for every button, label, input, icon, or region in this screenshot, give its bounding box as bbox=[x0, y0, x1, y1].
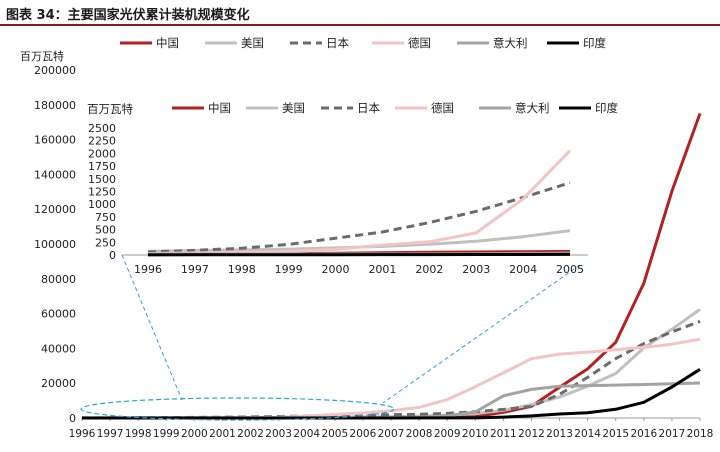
inset-y-tick-label: 2500 bbox=[88, 122, 116, 135]
inset-x-tick-label: 1999 bbox=[275, 263, 303, 276]
main-y-tick-label: 180000 bbox=[34, 99, 76, 112]
inset-y-tick-label: 0 bbox=[109, 249, 116, 262]
main-y-tick-label: 20000 bbox=[41, 377, 76, 390]
main-series-line bbox=[82, 381, 701, 420]
inset-legend-label: 日本 bbox=[357, 101, 380, 115]
inset-series-line bbox=[147, 181, 571, 254]
inset-legend-item: 美国 bbox=[246, 101, 305, 115]
main-legend-label: 日本 bbox=[326, 36, 349, 50]
inset-x-tick-label: 2004 bbox=[509, 263, 537, 276]
inset-y-tick-label: 2250 bbox=[88, 135, 116, 148]
inset-legend-item: 意大利 bbox=[479, 101, 550, 115]
inset-y-tick-label: 500 bbox=[95, 224, 116, 237]
main-x-tick-label: 2005 bbox=[321, 428, 348, 440]
main-x-tick-label: 2002 bbox=[237, 428, 264, 440]
main-legend-item: 日本 bbox=[290, 36, 349, 50]
inset-legend-label: 印度 bbox=[595, 101, 618, 115]
main-x-tick-label: 2016 bbox=[630, 428, 657, 440]
inset-x-tick-label: 1997 bbox=[181, 263, 209, 276]
inset-legend-item: 印度 bbox=[559, 101, 618, 115]
inset-y-axis-label: 百万瓦特 bbox=[87, 102, 133, 116]
main-y-tick-label: 140000 bbox=[34, 168, 76, 181]
main-y-tick-label: 40000 bbox=[41, 342, 76, 355]
main-x-tick-label: 1998 bbox=[125, 428, 152, 440]
inset-y-tick-label: 1250 bbox=[88, 186, 116, 199]
inset-legend-label: 意大利 bbox=[515, 101, 550, 115]
main-legend-item: 美国 bbox=[205, 36, 264, 50]
main-series-line bbox=[82, 368, 701, 420]
main-x-tick-label: 2004 bbox=[293, 428, 320, 440]
inset-x-tick-label: 2000 bbox=[322, 263, 350, 276]
main-x-tick-label: 2014 bbox=[574, 428, 601, 440]
inset-legend-item: 德国 bbox=[395, 101, 454, 115]
main-y-tick-label: 160000 bbox=[34, 134, 76, 147]
inset-legend-item: 日本 bbox=[321, 101, 380, 115]
main-x-tick-label: 2010 bbox=[462, 428, 489, 440]
inset-legend-item: 中国 bbox=[172, 101, 231, 115]
zoom-connector-left bbox=[121, 254, 183, 401]
inset-x-tick-label: 2003 bbox=[462, 263, 490, 276]
main-y-tick-label: 200000 bbox=[34, 64, 76, 77]
main-legend-label: 美国 bbox=[241, 36, 264, 50]
inset-legend-label: 美国 bbox=[282, 101, 305, 115]
main-x-tick-label: 2006 bbox=[350, 428, 377, 440]
zoom-highlight-ellipse bbox=[80, 397, 395, 421]
main-x-tick-label: 2017 bbox=[659, 428, 686, 440]
inset-y-tick-label: 1000 bbox=[88, 198, 116, 211]
figure-title: 图表 34：主要国家光伏累计装机规模变化 bbox=[6, 8, 250, 23]
inset-x-tick-label: 1998 bbox=[228, 263, 256, 276]
inset-series-line bbox=[147, 252, 571, 257]
main-y-tick-label: 80000 bbox=[41, 273, 76, 286]
inset-y-tick-label: 1750 bbox=[88, 160, 116, 173]
inset-x-tick-label: 2001 bbox=[368, 263, 396, 276]
inset-x-tick-label: 2005 bbox=[556, 263, 584, 276]
main-legend-label: 中国 bbox=[156, 36, 179, 50]
main-x-tick-label: 2007 bbox=[378, 428, 405, 440]
main-y-tick-label: 0 bbox=[69, 412, 76, 425]
main-x-tick-label: 2008 bbox=[406, 428, 433, 440]
main-legend-item: 德国 bbox=[372, 36, 431, 50]
main-legend-item: 意大利 bbox=[457, 36, 528, 50]
main-legend-item: 印度 bbox=[547, 36, 606, 50]
main-x-tick-label: 1996 bbox=[69, 428, 96, 440]
inset-y-tick-label: 750 bbox=[95, 211, 116, 224]
main-series-line bbox=[81, 319, 701, 420]
main-x-tick-label: 2013 bbox=[546, 428, 573, 440]
main-x-tick-label: 2012 bbox=[518, 428, 545, 440]
main-y-tick-label: 60000 bbox=[41, 308, 76, 321]
main-legend-label: 意大利 bbox=[493, 36, 528, 50]
inset-x-tick-label: 2002 bbox=[415, 263, 443, 276]
main-x-tick-label: 1997 bbox=[97, 428, 124, 440]
main-y-tick-label: 100000 bbox=[34, 238, 76, 251]
main-x-tick-label: 2015 bbox=[602, 428, 629, 440]
main-x-tick-label: 2011 bbox=[490, 428, 517, 440]
title-rule bbox=[0, 24, 720, 26]
inset-y-tick-label: 1500 bbox=[88, 173, 116, 186]
inset-y-tick-label: 250 bbox=[95, 236, 116, 249]
main-legend-label: 印度 bbox=[583, 36, 606, 50]
main-x-tick-label: 2001 bbox=[209, 428, 236, 440]
inset-legend-label: 中国 bbox=[208, 101, 231, 115]
inset-x-tick-label: 1996 bbox=[134, 263, 162, 276]
main-legend-label: 德国 bbox=[408, 36, 431, 50]
inset-legend-label: 德国 bbox=[431, 101, 454, 115]
main-legend-item: 中国 bbox=[120, 36, 179, 50]
main-y-axis-label: 百万瓦特 bbox=[20, 49, 64, 63]
main-y-tick-label: 120000 bbox=[34, 203, 76, 216]
inset-y-tick-label: 2000 bbox=[88, 147, 116, 160]
zoom-connector-right bbox=[382, 264, 581, 404]
main-x-tick-label: 2000 bbox=[181, 428, 208, 440]
main-x-tick-label: 2018 bbox=[687, 428, 714, 440]
main-x-tick-label: 2009 bbox=[434, 428, 461, 440]
main-x-tick-label: 1999 bbox=[153, 428, 180, 440]
main-x-tick-label: 2003 bbox=[265, 428, 292, 440]
